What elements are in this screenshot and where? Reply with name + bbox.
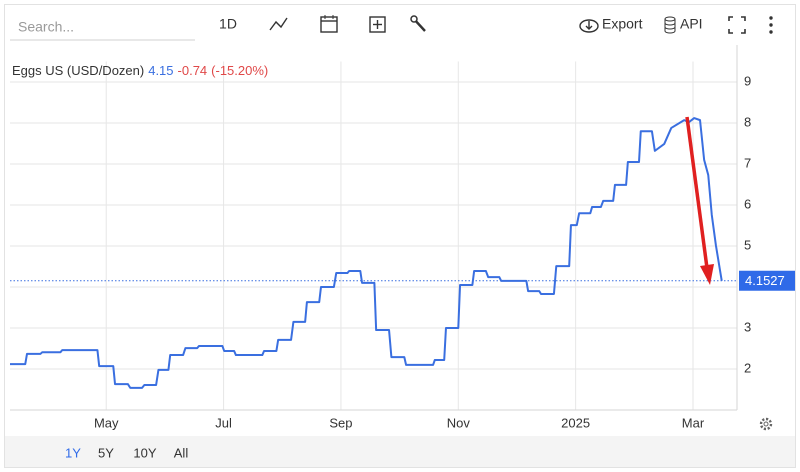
api-icon[interactable] [664,16,676,34]
chart-type-icon[interactable] [269,17,288,31]
y-tick-label: 7 [744,155,751,170]
range-button[interactable]: 1Y [65,445,81,460]
settings-wrench-icon[interactable] [410,15,426,32]
y-tick-label: 5 [744,237,751,252]
x-tick-label: Nov [447,415,471,430]
range-button[interactable]: 10Y [133,445,156,460]
y-tick-label: 8 [744,114,751,129]
range-bar [5,436,795,467]
last-price-badge [739,270,795,291]
y-tick-label: 3 [744,319,751,334]
api-button[interactable]: API [680,16,703,32]
x-tick-label: Jul [215,415,232,430]
y-tick-label: 2 [744,360,751,375]
x-tick-label: 2025 [561,415,590,430]
interval-button[interactable]: 1D [219,16,237,32]
range-button[interactable]: All [174,445,189,460]
x-tick-label: May [94,415,119,430]
search-input[interactable]: Search... [18,19,74,35]
calendar-icon[interactable] [320,15,338,33]
y-tick-label: 9 [744,73,751,88]
range-button[interactable]: 5Y [98,445,114,460]
series-header: Eggs US (USD/Dozen) 4.15 -0.74 (-15.20%) [12,63,268,78]
more-menu-icon[interactable] [769,16,773,34]
export-icon[interactable] [579,19,599,33]
last-price-label: 4.1527 [745,273,785,288]
trend-arrow [685,116,714,285]
change-percent: (-15.20%) [211,63,268,78]
series-line [10,117,723,389]
change: -0.74 [178,63,208,78]
x-tick-label: Mar [682,415,705,430]
gear-icon[interactable] [759,417,773,431]
last-value: 4.15 [148,63,173,78]
export-button[interactable]: Export [602,16,643,32]
y-tick-label: 6 [744,196,751,211]
add-indicator-icon[interactable] [369,16,386,33]
fullscreen-icon[interactable] [728,16,746,34]
series-name: Eggs US (USD/Dozen) [12,63,144,78]
x-tick-label: Sep [329,415,352,430]
